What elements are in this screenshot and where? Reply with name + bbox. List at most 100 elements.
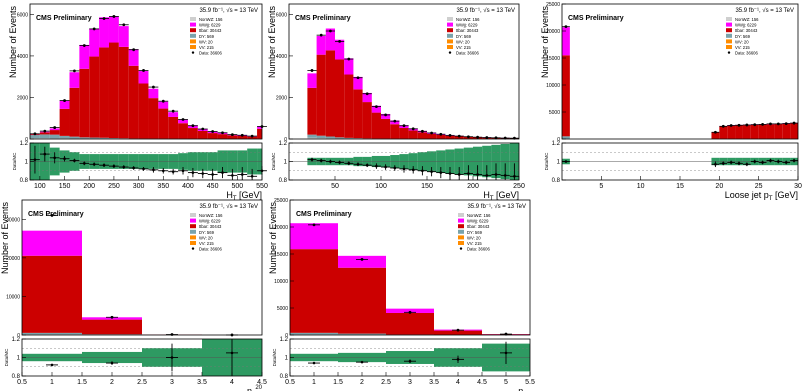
x-tick-label: 20 <box>715 183 723 190</box>
stack-bar-ttbar <box>338 267 386 334</box>
legend-swatch-dy <box>447 33 453 38</box>
stack-bar-ttbar <box>436 134 446 139</box>
stack-bar-wwjj <box>338 255 386 268</box>
ratio-point <box>82 162 86 165</box>
stack-bar-ttbar <box>325 50 335 137</box>
ratio-point <box>132 166 135 170</box>
stack-bar-nonwz <box>316 138 326 139</box>
ratio-point <box>122 165 126 169</box>
ratio-point <box>777 160 780 163</box>
ratio-y-tick-label: 1.2 <box>552 141 561 147</box>
x-axis-label: Loose jet pT [GeV] <box>725 190 798 202</box>
stack-bar-wwjj <box>257 126 262 129</box>
ratio-point <box>375 164 378 168</box>
stack-bar-wwjj <box>362 92 372 103</box>
stack-bar-ttbar <box>782 123 791 139</box>
legend-entry: ttbar: 30443 <box>199 224 222 229</box>
stack-bar-dy <box>335 137 345 139</box>
stack-bar-wwjj <box>381 113 391 119</box>
stack-bar-ttbar <box>408 130 418 139</box>
y-axis-label: Number of Events <box>8 6 18 79</box>
stack-bar-dy <box>316 135 326 139</box>
x-tick-label: 1 <box>50 379 54 386</box>
ratio-point <box>408 359 412 363</box>
legend-swatch-nonwz <box>190 213 196 217</box>
legend-data-marker <box>459 247 463 250</box>
stack-bar-ttbar <box>427 133 437 139</box>
y-tick-label: 10000 <box>6 294 20 300</box>
data-point <box>408 310 412 314</box>
stack-bar-wwjj <box>353 76 363 90</box>
ratio-point <box>319 159 323 162</box>
data-point <box>221 131 224 135</box>
ratio-y-axis-label: Data/MC <box>272 348 277 367</box>
stack-bar-dy <box>22 332 82 335</box>
y-tick-label: 5000 <box>277 306 288 312</box>
legend-swatch-wv <box>190 235 196 240</box>
legend-entry: WV: 20 <box>456 39 470 44</box>
ratio-y-tick-label: 0.8 <box>280 374 289 380</box>
x-tick-label: 1 <box>312 379 316 386</box>
y-tick-label: 10000 <box>274 279 288 285</box>
ratio-y-tick-label: 0.8 <box>279 178 288 184</box>
data-point <box>347 57 351 61</box>
legend-swatch-wwjj <box>447 22 453 27</box>
y-tick-label: 20000 <box>6 256 20 262</box>
data-point <box>110 315 114 319</box>
ratio-point <box>430 170 433 173</box>
legend-entry: VV: 215 <box>735 45 750 50</box>
x-tick-label: 1.5 <box>77 379 87 386</box>
legend-swatch-vv <box>190 45 196 49</box>
lumi-label: 35.9 fb⁻¹, √s = 13 TeV <box>467 203 526 210</box>
stack-bar-ttbar <box>386 312 434 335</box>
legend-swatch-wv <box>447 39 453 44</box>
stack-bar-dy <box>69 136 80 139</box>
x-axis-label: HT [GeV] <box>483 190 519 202</box>
ratio-point <box>393 166 397 170</box>
y-tick-label: 5000 <box>549 110 560 116</box>
stack-bar-ttbar <box>335 59 345 138</box>
data-point <box>430 131 433 135</box>
legend-swatch-dy <box>190 229 196 234</box>
stack-bar-ttbar <box>178 123 188 139</box>
data-point <box>769 122 772 126</box>
ratio-point <box>402 167 406 171</box>
ratio-point <box>360 360 364 364</box>
cms-label: CMS Preliminary <box>36 15 92 22</box>
x-tick-label: 5 <box>599 183 603 190</box>
data-point <box>161 99 165 103</box>
x-tick-label: 5 <box>504 379 508 386</box>
x-tick-label: 300 <box>133 183 145 190</box>
data-point <box>142 69 145 72</box>
ratio-point <box>142 167 145 171</box>
data-point <box>122 23 126 27</box>
data-point <box>365 92 369 96</box>
legend-swatch-nonwz <box>458 213 464 217</box>
cms-label: CMS Preliminary <box>28 211 84 218</box>
stack-bar-ttbar <box>381 118 391 139</box>
ratio-point <box>221 171 224 174</box>
stack-bar-ttbar <box>69 87 80 137</box>
stack-bar-nonwz <box>30 138 40 139</box>
stack-bar-wwjj <box>22 230 82 256</box>
stack-bar-ttbar <box>742 125 751 139</box>
stack-bar-wwjj <box>335 39 345 60</box>
stack-bar-ttbar <box>138 83 149 139</box>
stack-bar-wwjj <box>118 26 129 47</box>
stack-bar-wwjj <box>128 49 139 66</box>
ratio-point <box>784 161 788 164</box>
x-tick-label: 4 <box>456 379 460 386</box>
stack-bar-ttbar <box>158 108 169 139</box>
stack-bar-wwjj <box>290 223 338 250</box>
stack-bar-wwjj <box>316 35 326 55</box>
ratio-point <box>729 161 733 164</box>
data-point <box>329 29 332 33</box>
data-point <box>439 132 443 136</box>
cms-label: CMS Preliminary <box>295 15 351 22</box>
legend-swatch-wwjj <box>458 218 464 223</box>
ratio-point <box>170 356 174 359</box>
stack-bar-ttbar <box>49 130 60 135</box>
x-tick-label: 15 <box>676 183 684 190</box>
legend-swatch-ttbar <box>190 28 196 33</box>
legend-entry: WWjj: 6229 <box>467 219 489 224</box>
